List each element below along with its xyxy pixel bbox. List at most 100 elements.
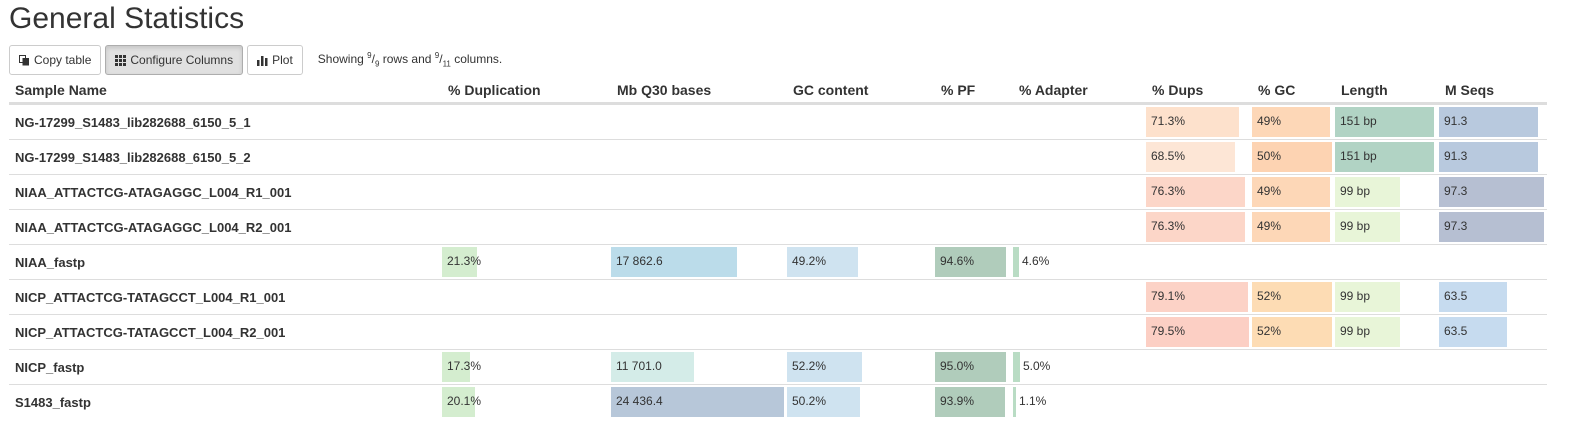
column-header-gc[interactable]: GC content xyxy=(787,77,935,105)
column-header-dups[interactable]: % Dups xyxy=(1146,77,1252,105)
column-header-pgc[interactable]: % GC xyxy=(1252,77,1335,105)
value-cell: 99 bp xyxy=(1335,212,1439,242)
value-cell: 99 bp xyxy=(1335,282,1439,312)
table-row: NG-17299_S1483_lib282688_6150_5_1 71.3% 49… xyxy=(9,103,1547,140)
cell-q30 xyxy=(611,139,787,175)
cell-dups xyxy=(1146,384,1252,419)
value-bar xyxy=(1439,107,1538,137)
column-header-adapter[interactable]: % Adapter xyxy=(1013,77,1146,105)
value-bar xyxy=(1335,212,1400,242)
value-text: 99 bp xyxy=(1340,289,1371,303)
column-header-q30[interactable]: Mb Q30 bases xyxy=(611,77,787,105)
value-bar xyxy=(1335,317,1400,347)
value-bar xyxy=(1146,282,1248,312)
value-text: 50% xyxy=(1257,149,1282,163)
table-row: NIAA_fastp 21.3% 17 862.6 49.2% 94.6% 4.6% xyxy=(9,244,1547,280)
sample-name: NG-17299_S1483_lib282688_6150_5_2 xyxy=(9,139,442,175)
cell-pgc: 49% xyxy=(1252,103,1335,140)
value-text: 17.3% xyxy=(447,359,482,373)
value-cell: 76.3% xyxy=(1146,177,1252,207)
value-text: 4.6% xyxy=(1022,254,1050,268)
cell-dups: 68.5% xyxy=(1146,139,1252,175)
cell-q30 xyxy=(611,279,787,315)
value-cell: 4.6% xyxy=(1013,247,1146,277)
cell-q30 xyxy=(611,314,787,350)
value-text: 151 bp xyxy=(1340,149,1377,163)
table-row: NICP_ATTACTCG-TATAGCCT_L004_R2_001 79.5% 5… xyxy=(9,314,1547,350)
copy-table-button[interactable]: Copy table xyxy=(9,45,102,75)
cell-length xyxy=(1335,244,1439,280)
cell-pgc xyxy=(1252,384,1335,419)
value-bar xyxy=(1439,282,1507,312)
value-cell: 1.1% xyxy=(1013,387,1146,417)
table-row: NIAA_ATTACTCG-ATAGAGGC_L004_R1_001 76.3% 4… xyxy=(9,174,1547,210)
value-cell: 91.3 xyxy=(1439,142,1547,172)
cell-gc: 49.2% xyxy=(787,244,935,280)
value-cell: 151 bp xyxy=(1335,107,1439,137)
value-cell: 91.3 xyxy=(1439,107,1547,137)
value-bar xyxy=(1252,282,1332,312)
value-cell: 11 701.0 xyxy=(611,352,787,382)
cell-gc: 50.2% xyxy=(787,384,935,419)
cell-dup xyxy=(442,139,611,175)
cell-adapter xyxy=(1013,139,1146,175)
value-bar xyxy=(1146,317,1249,347)
value-text: 97.3 xyxy=(1444,184,1468,198)
column-header-pf[interactable]: % PF xyxy=(935,77,1013,105)
plot-button[interactable]: Plot xyxy=(247,45,303,75)
column-header-dup[interactable]: % Duplication xyxy=(442,77,611,105)
cell-adapter xyxy=(1013,174,1146,210)
cell-pf xyxy=(935,174,1013,210)
value-cell: 50% xyxy=(1252,142,1335,172)
cell-pgc: 52% xyxy=(1252,279,1335,315)
sample-name: NG-17299_S1483_lib282688_6150_5_1 xyxy=(9,103,442,140)
column-header-length[interactable]: Length xyxy=(1335,77,1439,105)
value-text: 71.3% xyxy=(1151,114,1186,128)
value-text: 91.3 xyxy=(1444,114,1468,128)
sample-name: NICP_ATTACTCG-TATAGCCT_L004_R1_001 xyxy=(9,279,442,315)
table-row: NICP_fastp 17.3% 11 701.0 52.2% 95.0% 5.0% xyxy=(9,349,1547,385)
value-text: 151 bp xyxy=(1340,114,1377,128)
cell-gc xyxy=(787,209,935,245)
value-cell: 52% xyxy=(1252,282,1335,312)
cell-dups: 71.3% xyxy=(1146,103,1252,140)
cell-dups: 79.5% xyxy=(1146,314,1252,350)
plot-label: Plot xyxy=(272,53,293,67)
value-text: 63.5 xyxy=(1444,324,1468,338)
value-text: 93.9% xyxy=(940,394,975,408)
value-bar xyxy=(1335,282,1400,312)
configure-columns-button[interactable]: Configure Columns xyxy=(105,45,244,75)
cell-pf xyxy=(935,279,1013,315)
value-cell: 49% xyxy=(1252,212,1335,242)
cell-length: 151 bp xyxy=(1335,103,1439,140)
showing-count-text: Showing 9/9 rows and 9/11 columns. xyxy=(317,51,503,69)
value-cell: 94.6% xyxy=(935,247,1013,277)
value-text: 94.6% xyxy=(940,254,975,268)
cell-q30: 17 862.6 xyxy=(611,244,787,280)
value-text: 95.0% xyxy=(940,359,975,373)
cell-adapter xyxy=(1013,314,1146,350)
value-bar xyxy=(1252,212,1330,242)
value-bar xyxy=(611,352,694,382)
value-text: 99 bp xyxy=(1340,324,1371,338)
value-cell: 21.3% xyxy=(442,247,611,277)
value-cell: 52% xyxy=(1252,317,1335,347)
column-header-name[interactable]: Sample Name xyxy=(9,77,442,105)
value-bar xyxy=(611,387,784,417)
value-text: 49.2% xyxy=(792,254,827,268)
value-bar xyxy=(1439,177,1544,207)
bar-chart-icon xyxy=(257,55,268,66)
sample-name: NICP_fastp xyxy=(9,349,442,385)
value-cell: 63.5 xyxy=(1439,317,1547,347)
value-cell: 71.3% xyxy=(1146,107,1252,137)
value-text: 1.1% xyxy=(1019,394,1047,408)
value-text: 99 bp xyxy=(1340,219,1371,233)
value-text: 49% xyxy=(1257,114,1282,128)
value-cell: 49.2% xyxy=(787,247,935,277)
cell-pf: 93.9% xyxy=(935,384,1013,419)
value-cell: 49% xyxy=(1252,107,1335,137)
cell-length: 99 bp xyxy=(1335,174,1439,210)
value-bar xyxy=(1252,317,1332,347)
column-header-mseqs[interactable]: M Seqs xyxy=(1439,77,1547,105)
value-cell: 79.5% xyxy=(1146,317,1252,347)
